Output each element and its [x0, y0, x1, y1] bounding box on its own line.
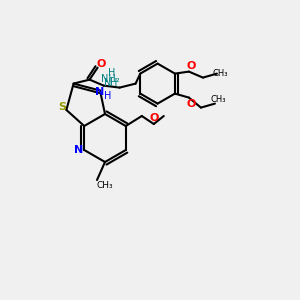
Text: H: H: [108, 68, 116, 77]
Text: O: O: [149, 113, 158, 123]
Text: N: N: [74, 145, 83, 155]
Text: N: N: [104, 77, 112, 88]
Text: N: N: [95, 87, 104, 97]
Text: O: O: [186, 99, 196, 109]
Text: S: S: [58, 102, 66, 112]
Text: O: O: [186, 61, 196, 70]
Text: CH₃: CH₃: [212, 69, 228, 78]
Text: H: H: [110, 77, 118, 88]
Text: H: H: [104, 91, 111, 100]
Text: CH₃: CH₃: [210, 95, 226, 104]
Text: O: O: [97, 58, 106, 69]
Text: CH₃: CH₃: [97, 181, 113, 190]
Text: NH₂: NH₂: [101, 74, 119, 83]
